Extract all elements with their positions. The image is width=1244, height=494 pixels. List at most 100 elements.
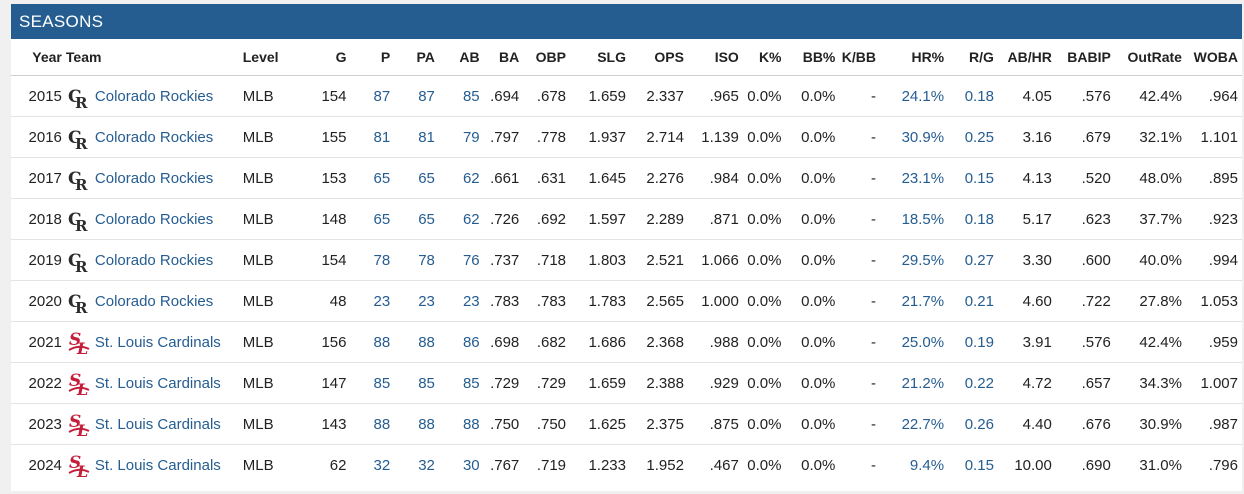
ab-link[interactable]: 62 [462,210,480,228]
p-link[interactable]: 85 [373,374,391,392]
woba-value: .994 [1208,251,1238,269]
column-header-team[interactable]: Team [65,39,243,76]
column-header-ops[interactable]: OPS [629,39,688,76]
outrate-value: 31.0% [1139,456,1182,474]
team-link[interactable]: Colorado Rockies [94,210,214,228]
ab-link[interactable]: 79 [462,128,480,146]
ab-link[interactable]: 85 [462,374,480,392]
team-link[interactable]: St. Louis Cardinals [94,333,221,351]
column-header-ab[interactable]: AB [438,39,484,76]
pa-link[interactable]: 65 [418,169,435,187]
p-link[interactable]: 23 [373,292,391,310]
cell-obp: .678 [523,75,571,117]
bb-value: 0.0% [801,128,836,146]
hr-link[interactable]: 25.0% [901,333,945,351]
rg-link[interactable]: 0.27 [964,251,994,269]
p-link[interactable]: 88 [373,415,391,433]
pa-link[interactable]: 88 [418,333,435,351]
p-link[interactable]: 65 [373,210,391,228]
team-link[interactable]: St. Louis Cardinals [94,456,221,474]
team-link[interactable]: Colorado Rockies [94,169,214,187]
column-header-hr[interactable]: HR% [880,39,949,76]
ab-link[interactable]: 62 [462,169,480,187]
cell-p: 65 [350,198,395,240]
cell-obp: .718 [523,239,571,281]
rg-link[interactable]: 0.21 [964,292,994,310]
column-header-level[interactable]: Level [242,39,292,76]
column-header-iso[interactable]: ISO [687,39,743,76]
p-link[interactable]: 78 [373,251,391,269]
cell-year: 2019 [11,239,66,281]
pa-link[interactable]: 78 [418,251,435,269]
hr-link[interactable]: 21.2% [901,374,945,392]
rg-link[interactable]: 0.15 [964,456,994,474]
column-header-outrate[interactable]: OutRate [1114,39,1186,76]
ab-link[interactable]: 88 [462,415,480,433]
cell-outrate: 40.0% [1114,239,1186,281]
year-value: 2023 [28,415,62,433]
pa-link[interactable]: 81 [418,128,435,146]
p-link[interactable]: 65 [373,169,391,187]
column-header-p[interactable]: P [350,39,395,76]
team-link[interactable]: Colorado Rockies [94,251,214,269]
column-header-ab-hr[interactable]: AB/HR [997,39,1056,76]
rg-link[interactable]: 0.18 [964,210,994,228]
hr-link[interactable]: 29.5% [901,251,945,269]
column-header-woba[interactable]: WOBA [1185,39,1242,76]
hr-link[interactable]: 18.5% [901,210,945,228]
pa-link[interactable]: 85 [418,374,435,392]
rg-link[interactable]: 0.22 [964,374,994,392]
p-link[interactable]: 87 [373,87,391,105]
rg-link[interactable]: 0.18 [964,87,994,105]
cell-ba: .737 [483,239,524,281]
column-header-babip[interactable]: BABIP [1055,39,1115,76]
p-link[interactable]: 32 [373,456,391,474]
pa-link[interactable]: 87 [418,87,435,105]
column-header-k-bb[interactable]: K/BB [839,39,881,76]
team-link[interactable]: St. Louis Cardinals [94,415,221,433]
column-header-year[interactable]: Year [11,39,66,76]
pa-link[interactable]: 23 [418,292,435,310]
babip-value: .679 [1081,128,1111,146]
ab-link[interactable]: 76 [462,251,480,269]
team-link[interactable]: St. Louis Cardinals [94,374,221,392]
hr-link[interactable]: 21.7% [901,292,945,310]
rg-link[interactable]: 0.26 [964,415,994,433]
hr-link[interactable]: 30.9% [901,128,945,146]
column-header-bb[interactable]: BB% [785,39,840,76]
cell-slg: 1.597 [570,198,630,240]
abhr-value: 10.00 [1014,456,1052,474]
column-header-r-g[interactable]: R/G [948,39,998,76]
column-header-slg[interactable]: SLG [570,39,630,76]
rg-link[interactable]: 0.19 [964,333,994,351]
ab-link[interactable]: 30 [462,456,480,474]
team-link[interactable]: Colorado Rockies [94,128,214,146]
woba-value: 1.101 [1200,128,1238,146]
pa-link[interactable]: 88 [418,415,435,433]
hr-link[interactable]: 9.4% [909,456,945,474]
column-header-pa[interactable]: PA [394,39,439,76]
column-header-k[interactable]: K% [742,39,786,76]
hr-link[interactable]: 24.1% [901,87,945,105]
pa-link[interactable]: 32 [418,456,435,474]
cell-kbb: - [839,362,881,404]
hr-link[interactable]: 22.7% [901,415,945,433]
rg-link[interactable]: 0.25 [964,128,994,146]
ab-link[interactable]: 86 [462,333,480,351]
rg-link[interactable]: 0.15 [964,169,994,187]
column-header-obp[interactable]: OBP [523,39,571,76]
p-link[interactable]: 81 [373,128,391,146]
team-link[interactable]: Colorado Rockies [94,87,214,105]
pa-link[interactable]: 65 [418,210,435,228]
table-row: 2018 C R Colorado Rockies MLB 148 65 65 62.726.6… [11,198,1242,240]
cell-ab: 30 [439,445,484,486]
ab-link[interactable]: 23 [462,292,480,310]
hr-link[interactable]: 23.1% [901,169,945,187]
column-header-g[interactable]: G [291,39,351,76]
ab-link[interactable]: 85 [462,87,480,105]
g-value: 154 [321,87,347,105]
p-link[interactable]: 88 [373,333,391,351]
column-header-ba[interactable]: BA [483,39,524,76]
team-link[interactable]: Colorado Rockies [94,292,214,310]
